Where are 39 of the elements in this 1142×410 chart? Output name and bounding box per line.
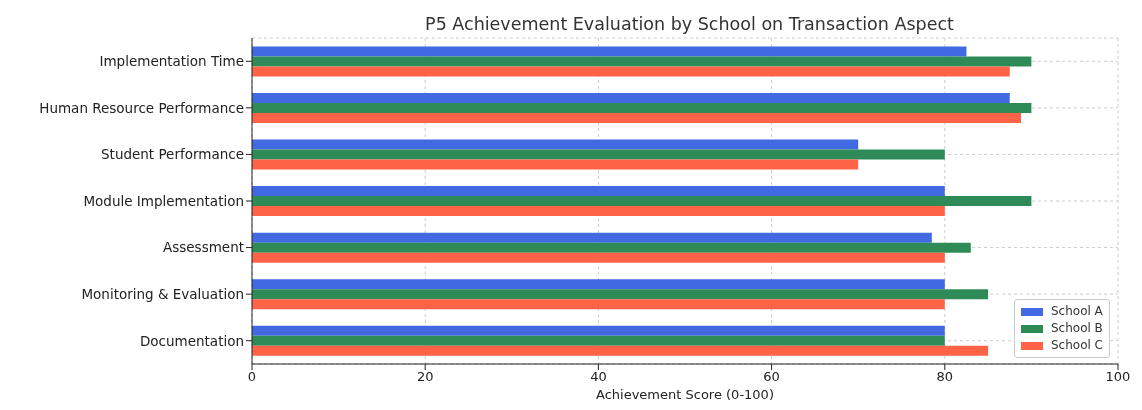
y-tick-label: Documentation bbox=[139, 332, 244, 349]
bar bbox=[252, 149, 945, 160]
bar bbox=[252, 56, 1032, 67]
bar bbox=[252, 299, 945, 310]
x-tick-label: 60 bbox=[763, 369, 780, 385]
bar bbox=[252, 186, 945, 197]
bar bbox=[252, 232, 932, 243]
bar bbox=[252, 289, 989, 300]
y-tick-label: Monitoring & Evaluation bbox=[81, 285, 244, 302]
x-axis-title: Achievement Score (0-100) bbox=[596, 387, 774, 402]
bar bbox=[252, 252, 945, 263]
bar bbox=[252, 242, 971, 253]
chart-title: P5 Achievement Evaluation by School on Transaction Aspect bbox=[424, 14, 955, 34]
y-tick-label: Human Resource Performance bbox=[39, 99, 244, 116]
y-tick-label: Assessment bbox=[163, 239, 244, 256]
bar bbox=[252, 345, 989, 356]
x-tick-label: 100 bbox=[1105, 369, 1131, 385]
bar bbox=[252, 102, 1032, 113]
legend-label: School C bbox=[1050, 337, 1103, 354]
x-tick-label: 80 bbox=[936, 369, 954, 385]
x-tick-label: 40 bbox=[590, 369, 607, 385]
y-tick-label: Student Performance bbox=[101, 146, 244, 163]
y-tick-label: Module Implementation bbox=[83, 192, 244, 209]
bar bbox=[252, 92, 1010, 103]
legend-label: School A bbox=[1050, 303, 1103, 320]
bar bbox=[252, 112, 1022, 123]
legend-label: School B bbox=[1050, 320, 1103, 337]
bar bbox=[252, 46, 967, 57]
bar bbox=[252, 159, 859, 170]
y-tick-label: Implementation Time bbox=[99, 53, 244, 70]
bar bbox=[252, 206, 945, 217]
bar bbox=[252, 66, 1010, 77]
bar bbox=[252, 139, 859, 150]
bar bbox=[252, 196, 1032, 207]
x-tick-label: 20 bbox=[416, 369, 434, 385]
bar bbox=[252, 335, 945, 346]
bar bbox=[252, 279, 945, 290]
bar bbox=[252, 325, 945, 336]
x-tick-label: 0 bbox=[247, 369, 257, 385]
